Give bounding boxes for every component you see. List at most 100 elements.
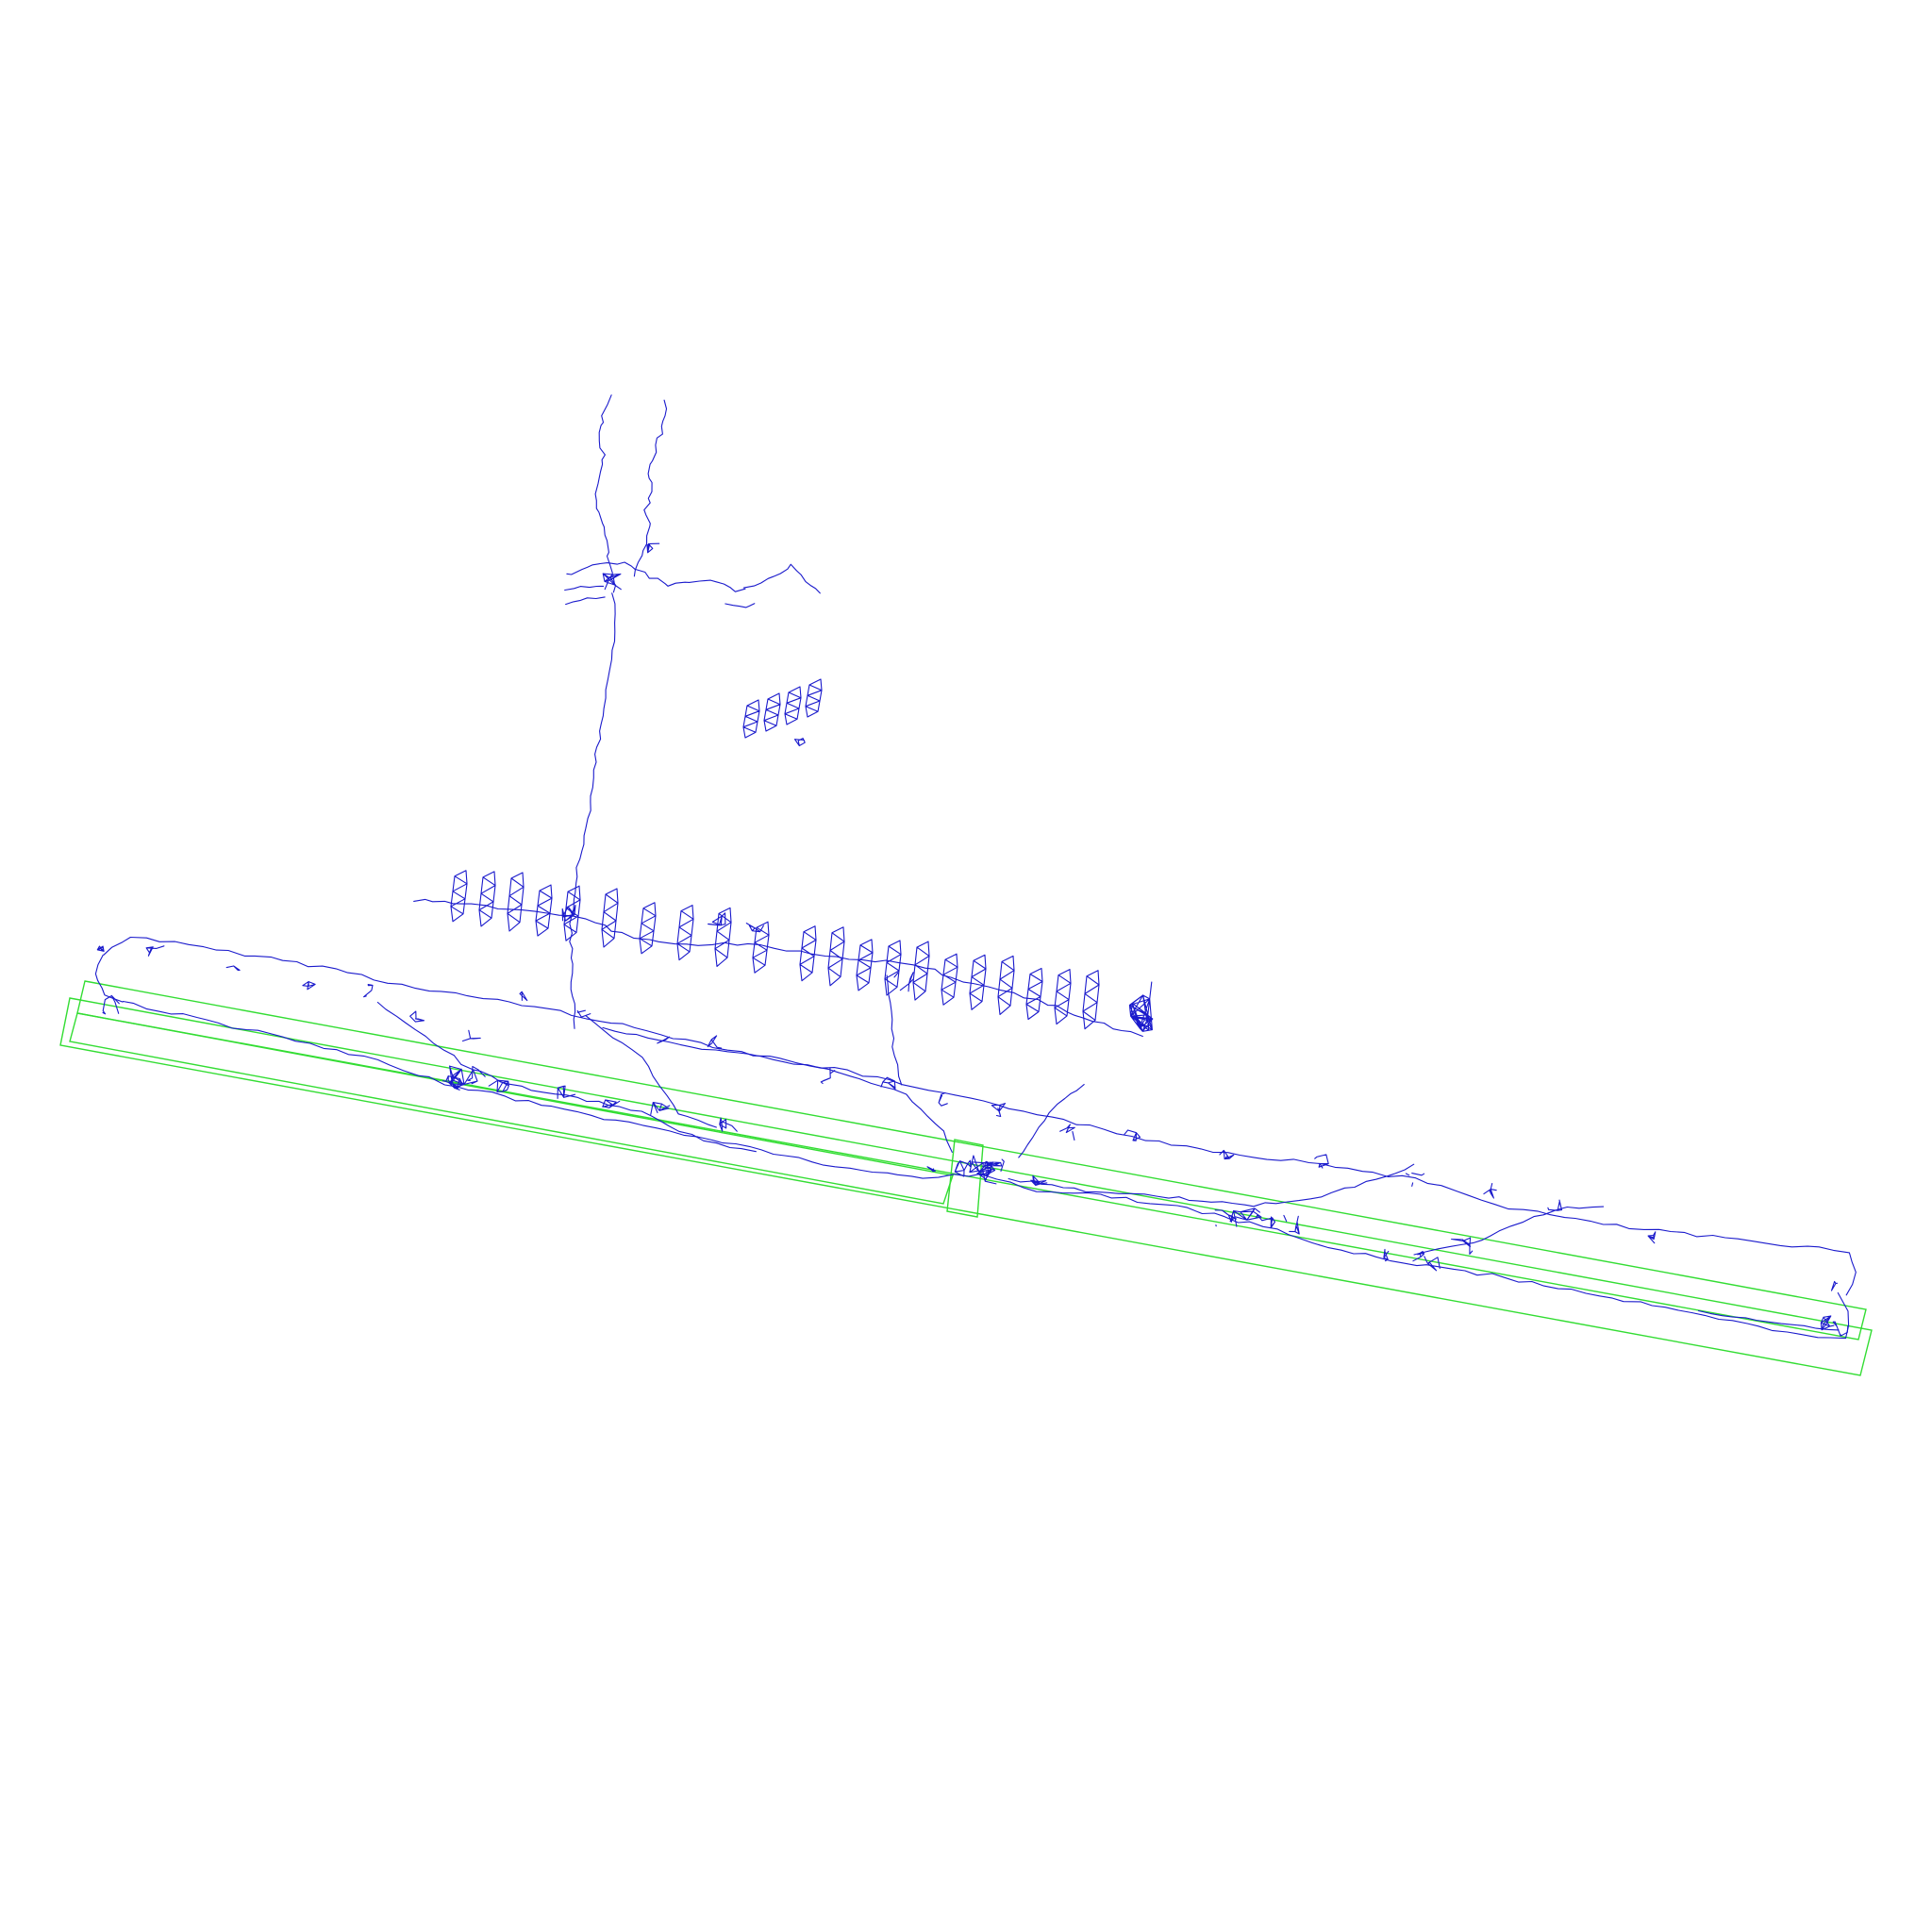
lower-cluster-9 [926,1166,937,1173]
top-tooth-3 [784,686,802,725]
corridor-lower-left [122,1000,984,1179]
corridor-cluster-19 [1314,1154,1329,1169]
lower-dense-cluster-left [448,1065,478,1091]
comb-tooth-13 [856,939,874,991]
corridor-cluster-9 [576,1009,591,1018]
pose-graph [94,394,1857,1340]
corridor-lower-right [979,1173,1850,1340]
lower-cluster-17 [1383,1248,1390,1262]
corridor-cluster-25 [1832,1321,1849,1337]
comb-cluster-4 [893,972,914,992]
lower-cluster-1 [102,994,120,1015]
comb-tooth-8 [676,905,694,961]
top-right-branch [742,563,821,594]
top-tooth-1 [742,699,760,739]
corridor-cluster-23 [1647,1231,1657,1244]
lower-cluster-6 [602,1099,621,1108]
lower-cluster-15 [1256,1214,1276,1228]
comb-tooth-14 [884,940,902,996]
comb-tooth-2 [478,871,496,927]
inner-right-upper [1008,1163,1415,1208]
inner-right-tail [1697,1309,1840,1331]
corridor-cluster-2 [145,945,165,957]
top-left-branch [594,394,617,593]
vertical-trunk [569,592,616,1029]
comb-cluster-trunk [561,905,576,922]
comb-tooth-12 [827,926,845,987]
comb-tooth-9 [714,907,732,967]
comb-end-dense-cluster [1128,981,1154,1032]
inner-return-up [1018,1084,1085,1158]
lower-cluster-14 [1214,1209,1238,1227]
comb-cluster-2 [708,912,726,926]
comb-tooth-1 [450,870,468,923]
corridor-cluster-4 [302,981,316,991]
comb-drop-line [886,974,903,1086]
lower-cluster-20 [1451,1237,1474,1255]
comb-tooth-6 [601,888,619,948]
comb-tooth-4 [535,884,553,937]
bounding-box-junction [946,1139,984,1218]
comb-tooth-15 [912,941,930,1001]
corridor-cluster-21 [1483,1182,1497,1199]
comb-tooth-7 [639,902,657,955]
corridor-cluster-11 [707,1035,723,1050]
corridor-cluster-24 [1830,1280,1839,1291]
corridor-top-edge [103,936,1857,1296]
corridor-cluster-22 [1547,1199,1563,1211]
bounding-box-upper [76,980,1867,1341]
comb-tooth-11 [799,925,817,982]
lower-cluster-18 [1412,1251,1425,1262]
comb-cluster-3 [745,923,764,933]
bounding-boxes [59,980,1873,1376]
corridor-cluster-3 [225,965,241,971]
comb-tooth-17 [969,954,987,1010]
corridor-cluster-15 [991,1103,1007,1118]
top-horizontal-branch [566,561,746,592]
bounding-box-left-segment [69,1012,954,1205]
corridor-cluster-5 [363,984,374,998]
corridor-cluster-7 [461,1029,481,1042]
lower-cluster-10 [954,1159,972,1177]
corridor-cluster-14 [938,1091,948,1107]
comb-tooth-18 [997,955,1015,1015]
corridor-cluster-20 [1405,1173,1425,1187]
lower-cluster-5 [557,1085,576,1099]
lower-cluster-8 [719,1117,738,1132]
corridor-cluster-6 [409,1010,425,1023]
inner-diagonal-2 [602,1026,953,1153]
comb-row-spine [413,898,1143,1038]
top-middle-branch [633,399,668,577]
top-upper-cluster [646,542,660,554]
top-tooth-4 [805,678,823,718]
corridor-cluster-18 [1219,1149,1235,1160]
top-left-stub [564,585,605,591]
lower-cluster-3 [467,1065,486,1081]
lower-cluster-19 [1424,1256,1441,1272]
comb-tooth-20 [1054,969,1072,1025]
corridor-left-cap [94,954,124,1003]
lower-cluster-13 [1030,1174,1048,1187]
top-junction-cluster [602,573,622,591]
inner-right-lower [1413,1206,1605,1256]
top-right-stub [724,603,756,608]
top-tooth-2 [763,692,781,732]
top-left-stub-2 [565,596,606,606]
comb-tooth-10 [752,921,770,974]
corridor-cluster-13 [880,1076,896,1090]
lower-cluster-4 [488,1079,509,1093]
corridor-cluster-10 [657,1036,670,1044]
inner-left-line [376,1001,757,1153]
lower-cluster-7 [650,1102,671,1115]
lower-cluster-21 [1820,1315,1835,1331]
corridor-cluster-17 [1124,1129,1141,1141]
lower-dense-cluster-right [1229,1208,1262,1227]
bounding-box-lower [59,997,1873,1376]
lower-cluster-16 [1283,1214,1300,1235]
corridor-cluster-16 [1059,1124,1075,1141]
comb-tooth-21 [1082,970,1100,1030]
junction-dense-cluster [969,1155,1003,1185]
corridor-cluster-8 [519,991,528,1002]
top-right-cluster [793,738,806,747]
